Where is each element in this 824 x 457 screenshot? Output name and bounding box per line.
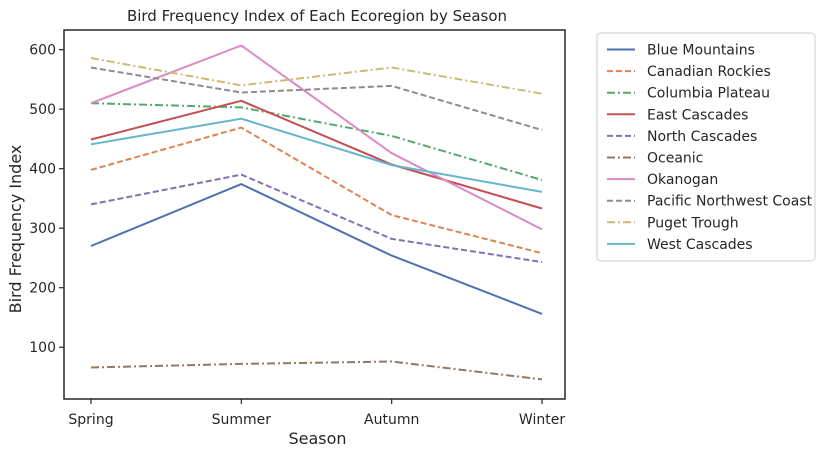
y-tick-label: 200 xyxy=(29,281,56,297)
chart-title: Bird Frequency Index of Each Ecoregion b… xyxy=(127,7,507,25)
legend-label-blue-mountains: Blue Mountains xyxy=(647,43,755,59)
legend-label-columbia-plateau: Columbia Plateau xyxy=(647,86,770,102)
x-tick-label: Winter xyxy=(519,412,565,428)
plot-frame xyxy=(63,29,566,400)
legend-label-west-cascades: West Cascades xyxy=(647,237,753,253)
series-line-blue-mountains xyxy=(90,183,543,315)
series-line-okanogan xyxy=(90,44,543,231)
legend-label-canadian-rockies: Canadian Rockies xyxy=(647,64,771,80)
legend-box xyxy=(596,32,816,262)
axes: 100 200 300 400 500 600 Spring Summer Autumn Wint… xyxy=(29,29,566,428)
series-line-north-cascades xyxy=(90,173,543,264)
series-line-puget-trough xyxy=(90,57,543,95)
legend-label-east-cascades: East Cascades xyxy=(647,107,748,123)
plot-lines xyxy=(90,44,543,381)
y-tick-label: 100 xyxy=(29,340,56,356)
series-line-west-cascades xyxy=(90,117,543,193)
legend-label-oceanic: Oceanic xyxy=(647,151,703,167)
y-axis-label: Bird Frequency Index xyxy=(6,145,25,314)
series-line-pacific-northwest-coast xyxy=(90,66,543,131)
legend-label-north-cascades: North Cascades xyxy=(647,129,757,145)
legend-label-pacific-northwest-coast: Pacific Northwest Coast xyxy=(647,194,813,210)
legend-label-puget-trough: Puget Trough xyxy=(647,215,739,231)
y-tick-label: 500 xyxy=(29,102,56,118)
x-axis-label: Season xyxy=(288,429,346,448)
y-tick-label: 600 xyxy=(29,43,56,59)
y-tick-label: 300 xyxy=(29,221,56,237)
series-line-canadian-rockies xyxy=(90,126,543,255)
legend: Blue Mountains Canadian Rockies Columbia P… xyxy=(596,32,816,262)
x-tick-label: Autumn xyxy=(364,412,419,428)
series-line-columbia-plateau xyxy=(90,102,543,181)
x-tick-label: Summer xyxy=(212,412,272,428)
legend-label-okanogan: Okanogan xyxy=(647,172,718,188)
x-tick-label: Spring xyxy=(68,412,113,428)
series-line-east-cascades xyxy=(90,99,543,210)
y-tick-label: 400 xyxy=(29,162,56,178)
series-line-oceanic xyxy=(90,360,543,381)
